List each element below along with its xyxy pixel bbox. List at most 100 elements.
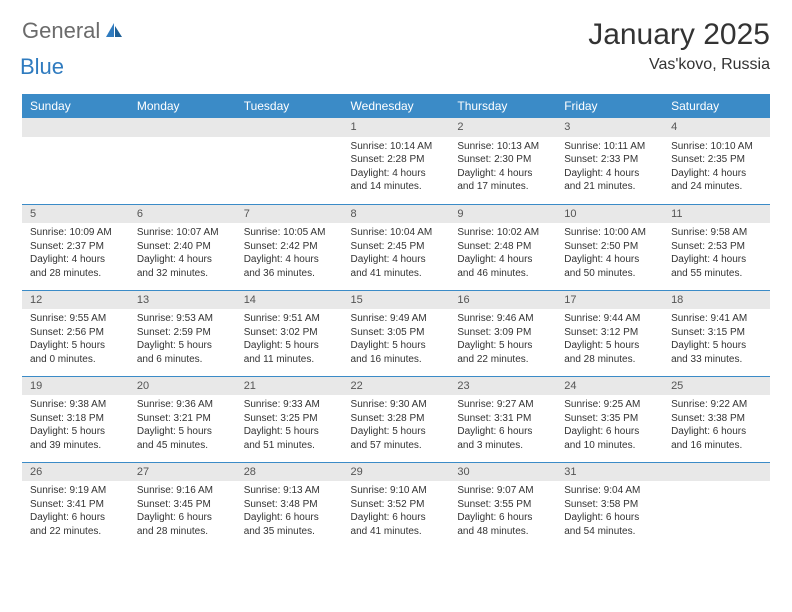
calendar-day-cell: 13Sunrise: 9:53 AMSunset: 2:59 PMDayligh… [129,290,236,376]
sunrise-text: Sunrise: 9:16 AM [137,484,228,498]
day-data: Sunrise: 10:09 AMSunset: 2:37 PMDaylight… [22,223,129,286]
calendar-day-cell: 1Sunrise: 10:14 AMSunset: 2:28 PMDayligh… [343,118,450,204]
day-number: 31 [556,463,663,482]
sunrise-text: Sunrise: 9:19 AM [30,484,121,498]
calendar-day-cell: 23Sunrise: 9:27 AMSunset: 3:31 PMDayligh… [449,376,556,462]
day-data: Sunrise: 9:38 AMSunset: 3:18 PMDaylight:… [22,395,129,458]
calendar-day-cell: 20Sunrise: 9:36 AMSunset: 3:21 PMDayligh… [129,376,236,462]
calendar-day-cell: 24Sunrise: 9:25 AMSunset: 3:35 PMDayligh… [556,376,663,462]
calendar-day-cell: 22Sunrise: 9:30 AMSunset: 3:28 PMDayligh… [343,376,450,462]
day-data: Sunrise: 9:53 AMSunset: 2:59 PMDaylight:… [129,309,236,372]
calendar-week-row: 5Sunrise: 10:09 AMSunset: 2:37 PMDayligh… [22,204,770,290]
day-data: Sunrise: 9:55 AMSunset: 2:56 PMDaylight:… [22,309,129,372]
sunrise-text: Sunrise: 9:10 AM [351,484,442,498]
day-data: Sunrise: 9:30 AMSunset: 3:28 PMDaylight:… [343,395,450,458]
sunset-text: Sunset: 3:48 PM [244,498,335,512]
calendar-table: SundayMondayTuesdayWednesdayThursdayFrid… [22,94,770,548]
daylight-line2: and 45 minutes. [137,439,228,453]
day-number: 6 [129,205,236,224]
day-data: Sunrise: 9:13 AMSunset: 3:48 PMDaylight:… [236,481,343,544]
sunrise-text: Sunrise: 9:36 AM [137,398,228,412]
sunset-text: Sunset: 2:42 PM [244,240,335,254]
sunrise-text: Sunrise: 10:04 AM [351,226,442,240]
weekday-header: Saturday [663,94,770,118]
daylight-line2: and 3 minutes. [457,439,548,453]
day-number: 15 [343,291,450,310]
calendar-week-row: 12Sunrise: 9:55 AMSunset: 2:56 PMDayligh… [22,290,770,376]
daylight-line1: Daylight: 5 hours [457,339,548,353]
sunset-text: Sunset: 3:18 PM [30,412,121,426]
day-data: Sunrise: 10:13 AMSunset: 2:30 PMDaylight… [449,137,556,200]
sunset-text: Sunset: 3:45 PM [137,498,228,512]
daylight-line1: Daylight: 4 hours [564,253,655,267]
calendar-day-cell: 25Sunrise: 9:22 AMSunset: 3:38 PMDayligh… [663,376,770,462]
logo-sail-icon [104,21,124,44]
daylight-line1: Daylight: 6 hours [564,511,655,525]
day-data: Sunrise: 10:00 AMSunset: 2:50 PMDaylight… [556,223,663,286]
daylight-line1: Daylight: 4 hours [351,253,442,267]
day-number: 29 [343,463,450,482]
calendar-day-cell: 28Sunrise: 9:13 AMSunset: 3:48 PMDayligh… [236,462,343,548]
day-number: 21 [236,377,343,396]
calendar-day-cell: 16Sunrise: 9:46 AMSunset: 3:09 PMDayligh… [449,290,556,376]
day-number: 9 [449,205,556,224]
daylight-line2: and 55 minutes. [671,267,762,281]
day-data: Sunrise: 9:16 AMSunset: 3:45 PMDaylight:… [129,481,236,544]
day-number: 13 [129,291,236,310]
calendar-day-cell: 10Sunrise: 10:00 AMSunset: 2:50 PMDaylig… [556,204,663,290]
day-number: 28 [236,463,343,482]
daylight-line1: Daylight: 5 hours [30,339,121,353]
daylight-line2: and 50 minutes. [564,267,655,281]
logo-word1: General [22,18,100,44]
sunrise-text: Sunrise: 9:44 AM [564,312,655,326]
day-number-empty [129,118,236,137]
sunset-text: Sunset: 3:05 PM [351,326,442,340]
daylight-line1: Daylight: 5 hours [564,339,655,353]
daylight-line2: and 39 minutes. [30,439,121,453]
calendar-day-cell: 31Sunrise: 9:04 AMSunset: 3:58 PMDayligh… [556,462,663,548]
sunset-text: Sunset: 3:12 PM [564,326,655,340]
sunrise-text: Sunrise: 10:13 AM [457,140,548,154]
calendar-day-cell: 30Sunrise: 9:07 AMSunset: 3:55 PMDayligh… [449,462,556,548]
day-number: 8 [343,205,450,224]
sunrise-text: Sunrise: 9:58 AM [671,226,762,240]
daylight-line2: and 11 minutes. [244,353,335,367]
daylight-line1: Daylight: 4 hours [671,167,762,181]
calendar-day-cell [236,118,343,204]
daylight-line2: and 51 minutes. [244,439,335,453]
sunrise-text: Sunrise: 10:02 AM [457,226,548,240]
calendar-day-cell: 19Sunrise: 9:38 AMSunset: 3:18 PMDayligh… [22,376,129,462]
sunset-text: Sunset: 3:25 PM [244,412,335,426]
daylight-line1: Daylight: 6 hours [564,425,655,439]
sunset-text: Sunset: 3:41 PM [30,498,121,512]
calendar-day-cell: 29Sunrise: 9:10 AMSunset: 3:52 PMDayligh… [343,462,450,548]
daylight-line1: Daylight: 6 hours [351,511,442,525]
calendar-day-cell: 7Sunrise: 10:05 AMSunset: 2:42 PMDayligh… [236,204,343,290]
daylight-line2: and 22 minutes. [30,525,121,539]
day-number: 19 [22,377,129,396]
sunrise-text: Sunrise: 9:07 AM [457,484,548,498]
day-data: Sunrise: 9:33 AMSunset: 3:25 PMDaylight:… [236,395,343,458]
daylight-line2: and 54 minutes. [564,525,655,539]
sunrise-text: Sunrise: 9:38 AM [30,398,121,412]
sunset-text: Sunset: 2:48 PM [457,240,548,254]
daylight-line1: Daylight: 5 hours [137,425,228,439]
calendar-day-cell: 4Sunrise: 10:10 AMSunset: 2:35 PMDayligh… [663,118,770,204]
daylight-line1: Daylight: 4 hours [351,167,442,181]
sunset-text: Sunset: 2:28 PM [351,153,442,167]
daylight-line2: and 22 minutes. [457,353,548,367]
sunset-text: Sunset: 2:40 PM [137,240,228,254]
calendar-day-cell: 26Sunrise: 9:19 AMSunset: 3:41 PMDayligh… [22,462,129,548]
sunset-text: Sunset: 3:15 PM [671,326,762,340]
sunrise-text: Sunrise: 9:46 AM [457,312,548,326]
page-title: January 2025 [588,18,770,52]
sunrise-text: Sunrise: 9:04 AM [564,484,655,498]
day-number: 22 [343,377,450,396]
daylight-line1: Daylight: 4 hours [30,253,121,267]
day-data: Sunrise: 9:27 AMSunset: 3:31 PMDaylight:… [449,395,556,458]
day-number: 16 [449,291,556,310]
day-data: Sunrise: 9:58 AMSunset: 2:53 PMDaylight:… [663,223,770,286]
day-data: Sunrise: 9:44 AMSunset: 3:12 PMDaylight:… [556,309,663,372]
calendar-day-cell: 6Sunrise: 10:07 AMSunset: 2:40 PMDayligh… [129,204,236,290]
day-data: Sunrise: 10:05 AMSunset: 2:42 PMDaylight… [236,223,343,286]
